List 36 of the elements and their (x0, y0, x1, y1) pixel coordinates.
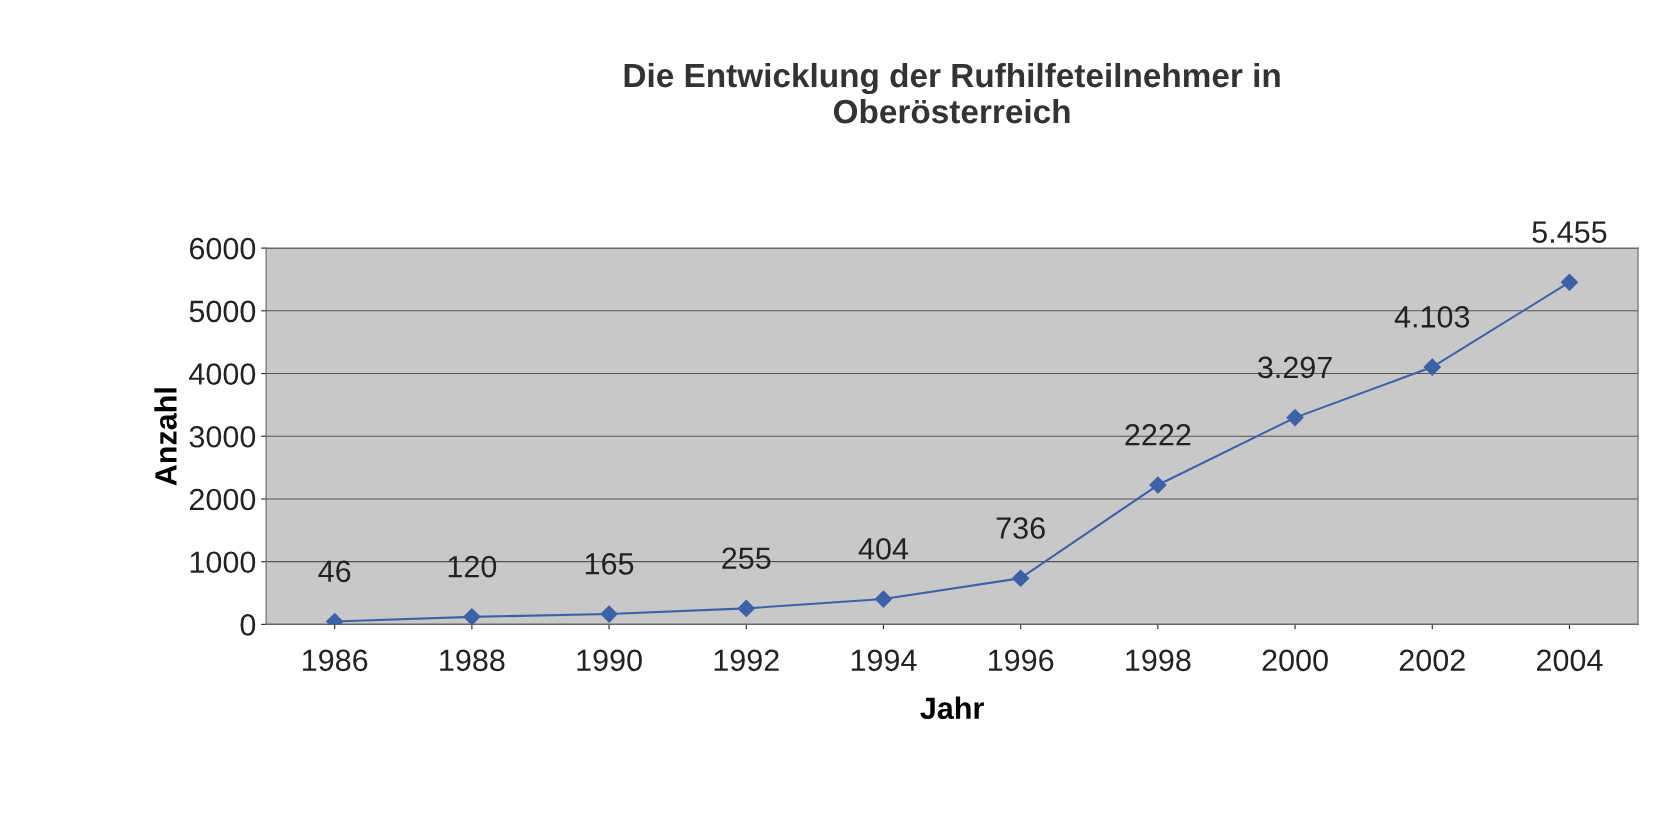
y-tick-label: 6000 (189, 237, 256, 260)
y-axis-title: Anzahl (154, 388, 177, 486)
data-label: 120 (448, 555, 497, 578)
x-tick-label: 1986 (303, 649, 368, 672)
y-tick-label: 3000 (189, 425, 256, 448)
y-tick-label: 5000 (189, 300, 256, 323)
y-tick-label: 1000 (190, 551, 256, 574)
point (1286, 409, 1304, 427)
point (737, 599, 755, 617)
x-tick-label: 1992 (714, 649, 779, 672)
x-tick-label: 1996 (989, 649, 1054, 672)
x-tick-label: 2000 (1262, 649, 1328, 672)
point (600, 605, 618, 623)
data-label: 2222 (1125, 424, 1191, 446)
point (874, 590, 893, 608)
x-tick-label: 1988 (440, 649, 505, 672)
y-tick-label: 4000 (189, 363, 256, 385)
point (1560, 273, 1579, 291)
x-axis-title: Jahr (920, 696, 984, 720)
x-tick-label: 1994 (851, 649, 917, 672)
point (463, 608, 481, 625)
data-label: 4.103 (1394, 306, 1470, 328)
data-label: 46 (318, 560, 351, 583)
x-tick-label: 2004 (1537, 649, 1603, 672)
point (1423, 358, 1441, 376)
x-tick-label: 1990 (577, 649, 642, 672)
data-label: 404 (858, 538, 909, 560)
data-label: 736 (996, 517, 1045, 539)
chart-title: Die Entwicklung der Rufhilfeteilnehmer in Oberösterreich (624, 62, 1280, 124)
data-label: 5.455 (1532, 221, 1607, 243)
point (1149, 476, 1167, 494)
y-tick-label: 0 (240, 614, 256, 636)
point (1012, 569, 1030, 587)
y-tick-label: 2000 (189, 488, 256, 511)
x-tick-label: 1998 (1126, 649, 1191, 672)
x-tick-label: 2002 (1399, 649, 1465, 672)
